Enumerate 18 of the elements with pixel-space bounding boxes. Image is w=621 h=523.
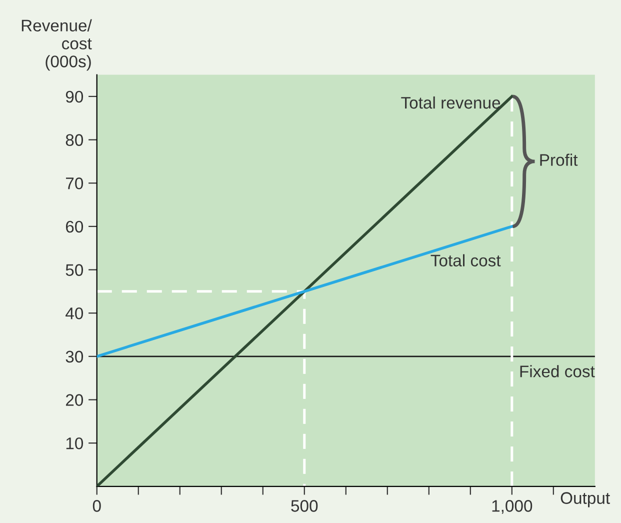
y-tick-label: 60 — [66, 220, 84, 233]
annotation: Profit — [540, 154, 578, 166]
y-tick-label: 30 — [66, 350, 84, 363]
series-label: Total cost — [430, 254, 501, 266]
x-axis-title: Output — [560, 492, 610, 508]
series-label: Total revenue — [401, 96, 500, 109]
y-tick-label: 40 — [66, 307, 84, 320]
y-tick-label: 90 — [66, 90, 84, 103]
x-tick-label: 0 — [92, 500, 101, 512]
y-tick-label: 10 — [66, 437, 84, 450]
y-axis-title: Revenue/ cost (000s) — [22, 19, 92, 71]
y-tick-label: 70 — [66, 178, 84, 190]
ref-line-label: Fixed cost — [520, 365, 595, 378]
x-tick-label: 500 — [291, 500, 318, 512]
y-tick-label: 50 — [66, 264, 84, 276]
y-tick-label: 20 — [66, 394, 84, 406]
x-tick-label: 1,000 — [492, 500, 532, 514]
y-tick-label: 80 — [66, 134, 84, 146]
